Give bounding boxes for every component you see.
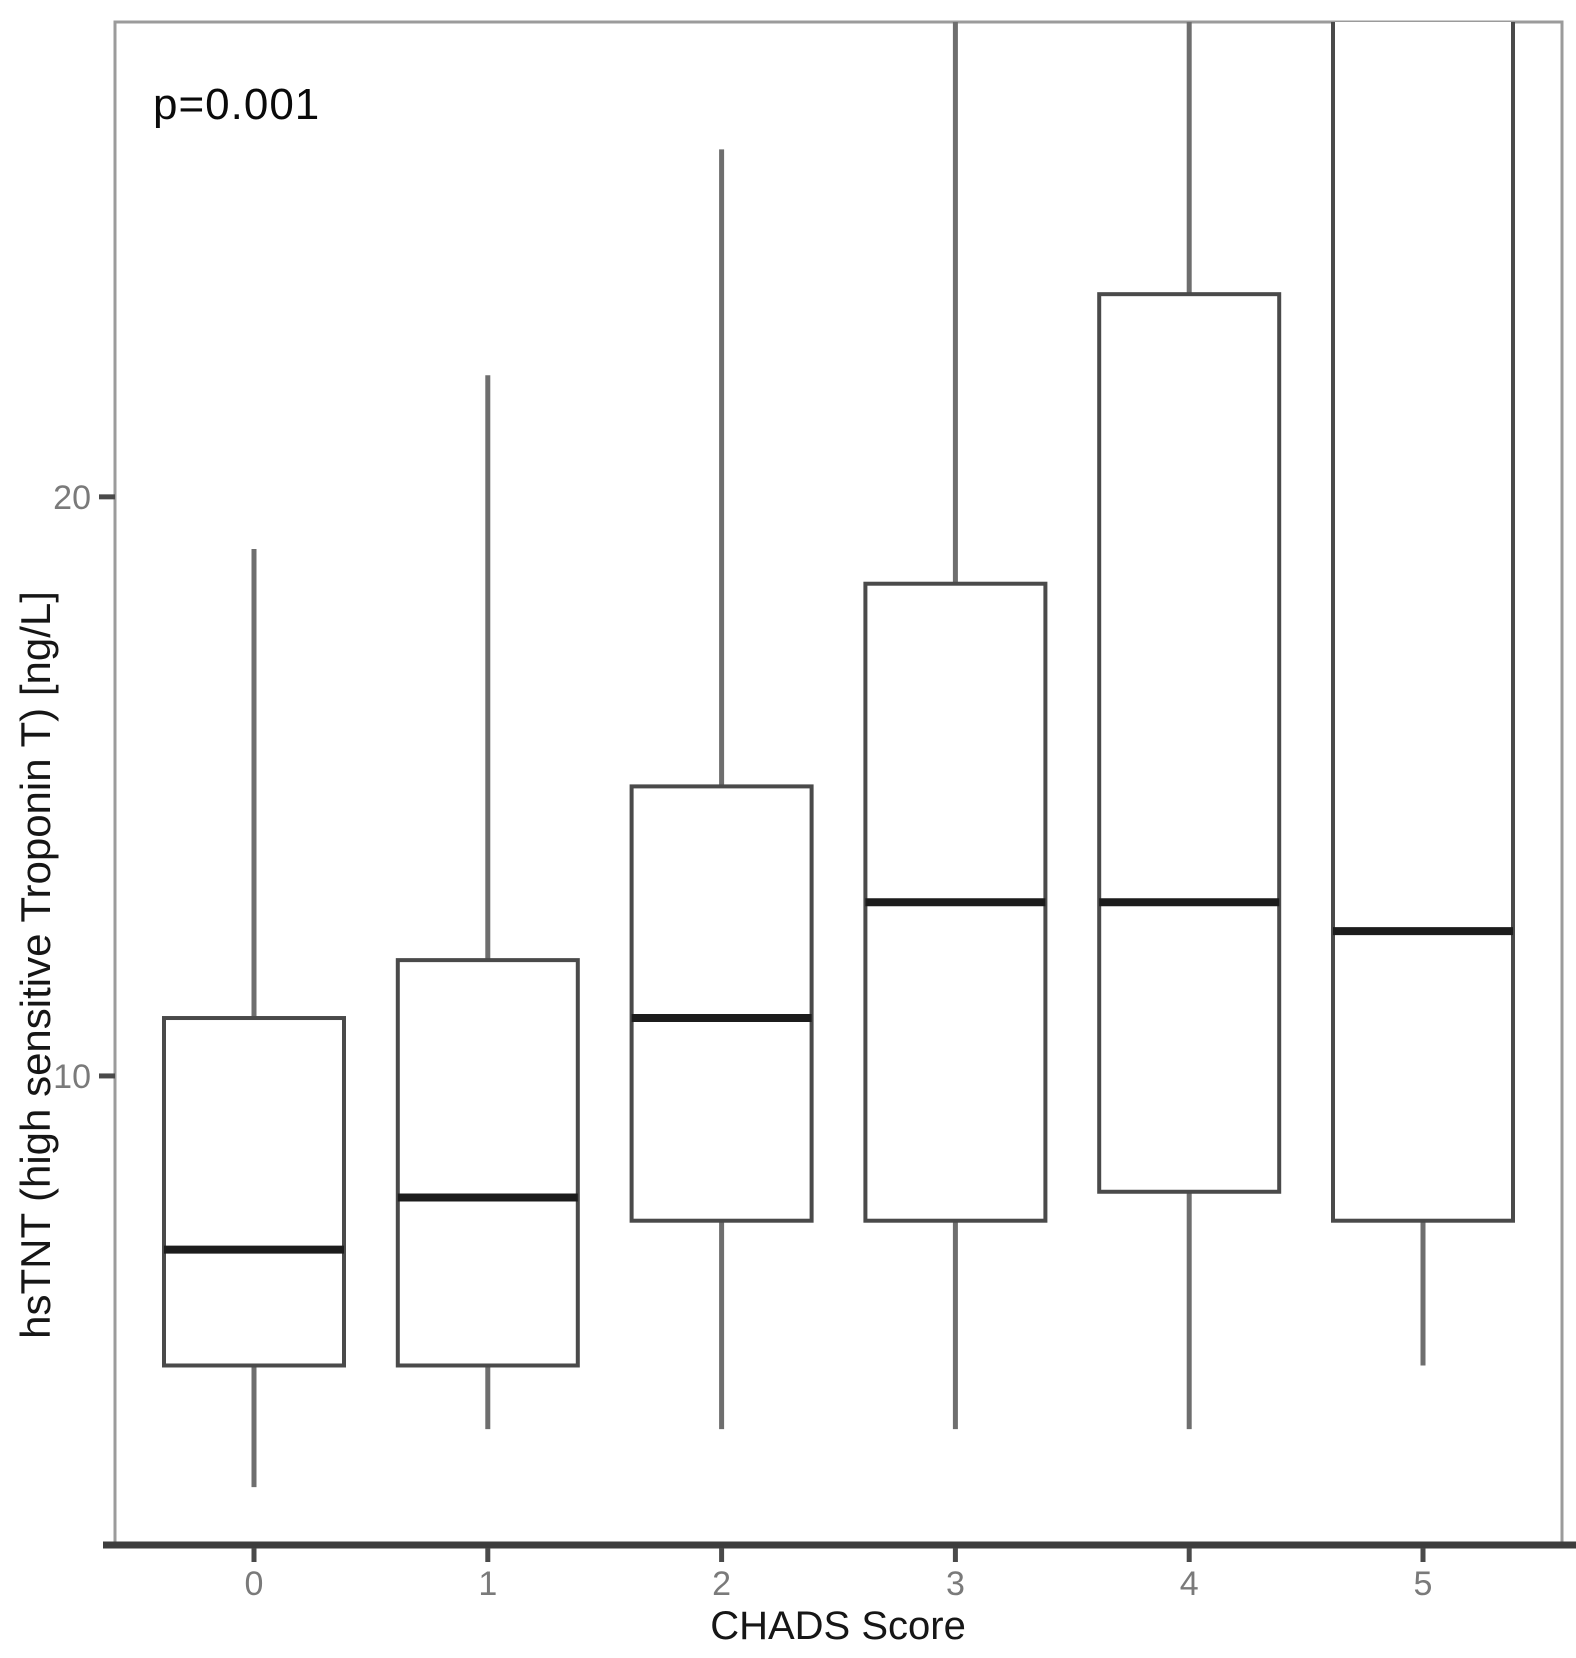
box-rect-4 bbox=[1097, 292, 1282, 1194]
box-rect-1 bbox=[395, 958, 580, 1368]
y-tick-label-10: 10 bbox=[53, 1058, 91, 1096]
box-group-1 bbox=[395, 375, 580, 1430]
box-group-0 bbox=[162, 548, 346, 1488]
box-group-5 bbox=[1331, 22, 1515, 1366]
x-tick-label-4: 4 bbox=[1180, 1565, 1199, 1603]
box-group-3 bbox=[863, 22, 1048, 1430]
p-value-annotation: p=0.001 bbox=[153, 80, 321, 129]
x-tick-label-0: 0 bbox=[245, 1565, 264, 1603]
box-group-4 bbox=[1097, 22, 1282, 1430]
plot-panel-border bbox=[113, 20, 1564, 1547]
x-tick-label-2: 2 bbox=[712, 1565, 731, 1603]
x-tick-label-5: 5 bbox=[1414, 1565, 1433, 1603]
box-rect-5 bbox=[1331, 22, 1515, 1223]
x-tick-label-1: 1 bbox=[478, 1565, 497, 1603]
box-rect-2 bbox=[629, 784, 814, 1223]
box-rect-0 bbox=[162, 1016, 346, 1368]
y-tick-label-20: 20 bbox=[53, 479, 91, 517]
x-tick-label-3: 3 bbox=[946, 1565, 965, 1603]
y-axis-title: hsTNT (high sensitive Troponin T) [ng/L] bbox=[12, 591, 59, 1339]
x-axis-title: CHADS Score bbox=[710, 1604, 966, 1648]
box-group-2 bbox=[629, 149, 814, 1430]
